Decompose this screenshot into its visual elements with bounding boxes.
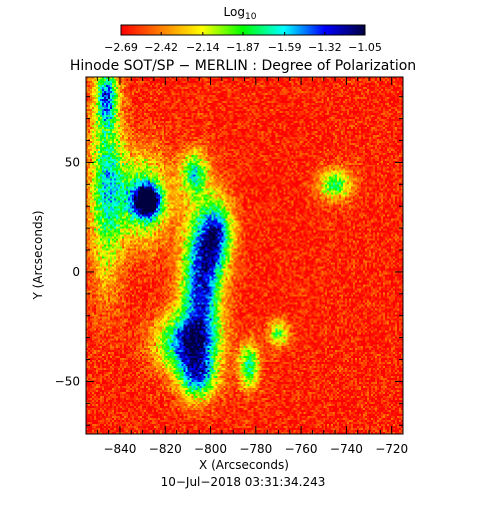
y-tick-label: 50	[65, 155, 80, 169]
heatmap-image	[86, 77, 403, 434]
x-tick-label: −780	[239, 442, 272, 456]
y-tick-label: 0	[72, 265, 80, 279]
timestamp: 10−Jul−2018 03:31:34.243	[161, 475, 326, 489]
colorbar-tick-label: −1.05	[348, 41, 382, 54]
x-axis-ticks: −840 −820 −800 −780 −760 −740 −720	[96, 77, 408, 456]
colorbar-tick-label: −2.42	[144, 41, 178, 54]
chart-title: Hinode SOT/SP − MERLIN : Degree of Polar…	[70, 58, 416, 74]
y-axis-label: Y (Arcseconds)	[31, 210, 45, 300]
colorbar-label: Log10	[224, 5, 257, 22]
x-tick-label: −800	[194, 442, 227, 456]
x-tick-label: −840	[103, 442, 136, 456]
y-tick-label: −50	[55, 374, 80, 388]
x-tick-label: −720	[375, 442, 408, 456]
colorbar-ticks: −2.69 −2.42 −2.14 −1.87 −1.59 −1.32 −1.05	[104, 32, 382, 54]
y-axis-ticks: −50 0 50	[55, 96, 403, 426]
colorbar-tick-label: −1.59	[268, 41, 302, 54]
colorbar-tick-label: −2.14	[186, 41, 220, 54]
colorbar-tick-label: −1.87	[226, 41, 260, 54]
colorbar-tick-label: −2.69	[104, 41, 138, 54]
x-tick-label: −740	[330, 442, 363, 456]
colorbar-tick-label: −1.32	[308, 41, 342, 54]
x-tick-label: −760	[285, 442, 318, 456]
x-tick-label: −820	[149, 442, 182, 456]
x-axis-label: X (Arcseconds)	[199, 458, 289, 472]
